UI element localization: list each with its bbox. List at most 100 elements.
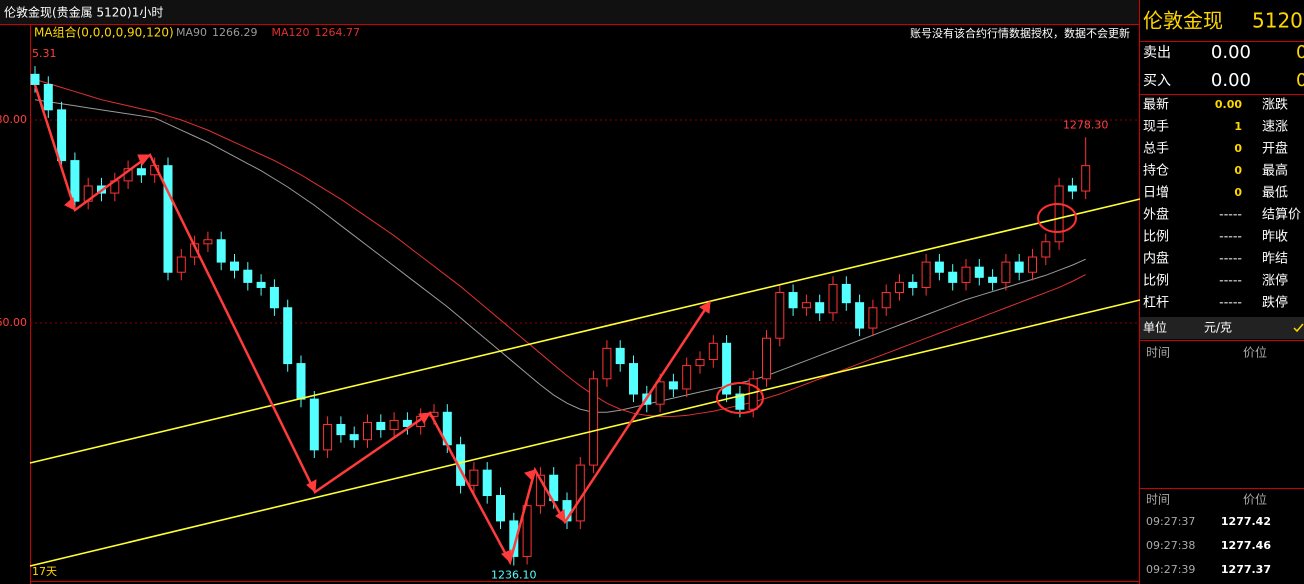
stat-value: -----: [1219, 274, 1242, 287]
candle-body: [855, 302, 865, 329]
candle-body: [70, 160, 80, 202]
candle-body: [1028, 256, 1037, 273]
candle-body: [629, 363, 638, 395]
drawings: [29, 84, 1141, 567]
quote-value: 0.00: [1211, 42, 1251, 63]
tick-price: 1277.37: [1221, 563, 1271, 576]
tick-header: 价位: [1243, 492, 1267, 507]
plot: 80.00 60.00 5.31 1278.30 1236.10 MA90 1266.29 M…: [0, 26, 1140, 582]
price-annotation: 1278.30: [1063, 118, 1109, 131]
candle-body: [349, 434, 359, 441]
candle-body: [775, 292, 785, 339]
price-annotation: 5.31: [32, 47, 57, 60]
candle-body: [496, 495, 505, 522]
candle-body: [230, 261, 239, 271]
candle-body: [323, 423, 333, 451]
tick-header: 时间: [1146, 493, 1170, 507]
stat-label: 速涨: [1262, 120, 1288, 135]
candle-body: [216, 239, 226, 263]
candle-body: [1054, 185, 1064, 243]
panel-title: 伦敦金现: [1143, 9, 1223, 33]
candle-body: [868, 307, 878, 329]
legend-name: MA120: [272, 26, 310, 39]
candle-body: [1001, 261, 1011, 283]
candle-body: [735, 393, 745, 410]
candle-body: [176, 256, 186, 273]
chart-title: 伦敦金现(贵金属 5120)1小时: [4, 5, 163, 20]
candle-body: [482, 469, 492, 497]
candle-body: [376, 421, 386, 431]
ma-line: [34, 99, 1086, 413]
stat-value: -----: [1219, 296, 1242, 309]
quote-value: 0.00: [1211, 70, 1251, 91]
tick-header: 时间: [1146, 346, 1170, 360]
candle-body: [1014, 261, 1024, 273]
candle-body: [1081, 165, 1091, 192]
stat-label: 开盘: [1262, 141, 1288, 157]
check-icon: [1293, 323, 1304, 333]
stat-label: 总手: [1143, 142, 1169, 157]
legend-value: 1266.29: [212, 26, 258, 39]
stat-value: -----: [1219, 252, 1242, 265]
stat-label: 外盘: [1143, 207, 1169, 223]
candle-body: [522, 505, 532, 557]
stat-label: 最低: [1262, 186, 1288, 201]
y-tick-label: 60.00: [0, 316, 27, 329]
candle-body: [57, 109, 67, 162]
channel-line: [29, 198, 1141, 464]
candle-body: [815, 302, 825, 314]
notice: 账号没有该合约行情数据授权，数据不会更新: [910, 26, 1130, 40]
candle-body: [203, 239, 213, 245]
tick-time: 09:27:39: [1146, 563, 1195, 576]
candle-body: [682, 365, 692, 390]
stat-value: -----: [1219, 208, 1242, 221]
stat-label: 结算价: [1262, 208, 1301, 223]
candle-body: [602, 347, 612, 380]
stat-label: 昨收: [1262, 230, 1288, 245]
candle-body: [801, 302, 811, 309]
candle-body: [655, 381, 665, 405]
stat-label: 涨跌: [1262, 97, 1288, 113]
arrow-head: [64, 154, 711, 564]
period-label: 17天: [32, 565, 57, 578]
highlight-circle: [1037, 203, 1077, 233]
indicator-label: MA组合(0,0,0,0,90,120): [34, 25, 174, 40]
candle-body: [828, 283, 838, 314]
candle-body: [895, 281, 904, 294]
candle-body: [269, 286, 279, 309]
stat-label: 涨停: [1262, 273, 1288, 289]
stat-label: 杠杆: [1143, 295, 1169, 311]
channel-line: [29, 299, 1141, 567]
candle-body: [363, 421, 372, 441]
quote-value-extra: 0.00: [1296, 42, 1304, 63]
candle-body: [762, 337, 771, 380]
stat-value: 1: [1234, 120, 1242, 133]
panel-bg: [1140, 0, 1304, 584]
legend-value: 1264.77: [315, 26, 361, 39]
candle-body: [695, 359, 705, 367]
candle-body: [788, 292, 798, 309]
stat-value: -----: [1219, 230, 1242, 243]
candle-body: [256, 281, 266, 288]
tick-price: 1277.42: [1221, 515, 1271, 528]
stat-label: 最新: [1143, 97, 1169, 113]
candle-body: [243, 269, 253, 283]
unit: 元/克: [1204, 321, 1232, 335]
stat-label: 持仓: [1143, 164, 1169, 179]
candle-body: [163, 165, 173, 273]
quote-label: 买入: [1143, 73, 1171, 89]
candle-body: [589, 378, 599, 466]
y-tick-label: 80.00: [0, 113, 27, 126]
candle-body: [881, 292, 891, 309]
quote-panel: 伦敦金现 5120 单位 元/克 时间 价位 时间 价位 卖出 0.00 0.00 买…: [1140, 0, 1304, 584]
candle-body: [43, 83, 53, 111]
tick-time: 09:27:37: [1146, 515, 1195, 528]
highlight-circle: [716, 382, 764, 414]
quote-value-extra: 0.00: [1296, 70, 1304, 91]
tick-price: 1277.46: [1221, 539, 1271, 552]
unit-label: 单位: [1143, 320, 1167, 335]
tick-header: 价位: [1243, 345, 1267, 360]
